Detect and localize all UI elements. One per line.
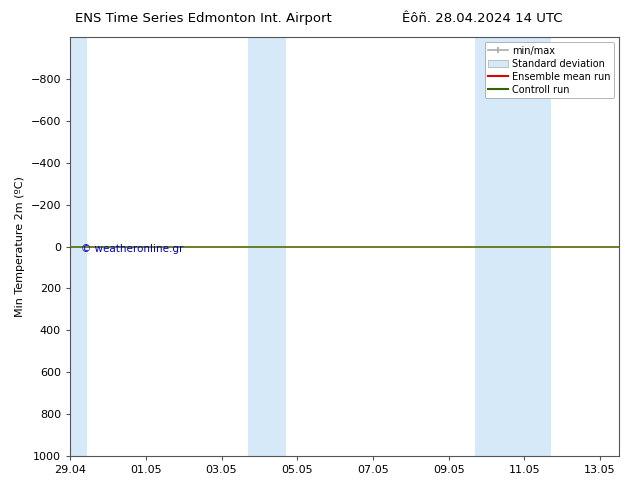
Text: Êôñ. 28.04.2024 14 UTC: Êôñ. 28.04.2024 14 UTC (401, 12, 562, 25)
Text: © weatheronline.gr: © weatheronline.gr (81, 245, 183, 254)
Legend: min/max, Standard deviation, Ensemble mean run, Controll run: min/max, Standard deviation, Ensemble me… (484, 42, 614, 98)
Bar (248, 37, 286, 456)
Bar (70, 37, 87, 456)
Bar (475, 37, 551, 456)
Y-axis label: Min Temperature 2m (ºC): Min Temperature 2m (ºC) (15, 176, 25, 317)
Text: ENS Time Series Edmonton Int. Airport: ENS Time Series Edmonton Int. Airport (75, 12, 331, 25)
